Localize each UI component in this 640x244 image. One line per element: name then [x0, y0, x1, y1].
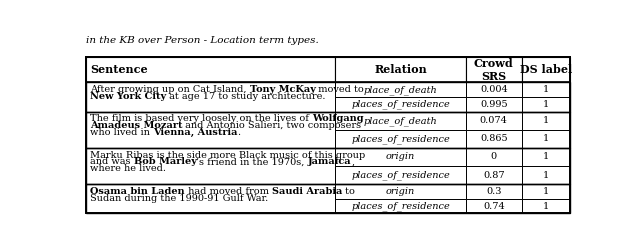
Text: Bob Marley: Bob Marley	[134, 157, 196, 166]
Text: 0: 0	[491, 152, 497, 162]
Text: After growing up on Cat Island,: After growing up on Cat Island,	[90, 85, 250, 94]
Bar	[466, 112, 522, 130]
Text: where he lived.: where he lived.	[90, 164, 166, 173]
Text: place_of_death: place_of_death	[364, 85, 438, 95]
Bar	[522, 112, 570, 130]
Bar	[466, 184, 522, 199]
Text: Sentence: Sentence	[90, 64, 148, 75]
Text: places_of_residence: places_of_residence	[351, 201, 450, 211]
Bar	[335, 112, 466, 130]
Bar	[335, 199, 466, 214]
Bar	[86, 148, 335, 184]
Bar	[466, 57, 522, 82]
Text: Tony McKay: Tony McKay	[250, 85, 316, 94]
Bar	[86, 57, 570, 82]
Bar	[522, 166, 570, 184]
Text: Relation: Relation	[374, 64, 427, 75]
Bar	[522, 130, 570, 148]
Text: 0.74: 0.74	[483, 202, 505, 211]
Bar	[466, 166, 522, 184]
Text: places_of_residence: places_of_residence	[351, 134, 450, 144]
Bar	[86, 82, 570, 112]
Text: had moved from: had moved from	[184, 187, 271, 196]
Text: and was: and was	[90, 157, 134, 166]
Bar	[522, 148, 570, 166]
Text: 1: 1	[543, 187, 549, 196]
Text: 1: 1	[543, 152, 549, 162]
Text: places_of_residence: places_of_residence	[351, 100, 450, 109]
Bar	[466, 130, 522, 148]
Text: DS label: DS label	[520, 64, 572, 75]
Bar	[86, 112, 570, 148]
Text: at age 17 to study architecture.: at age 17 to study architecture.	[166, 92, 326, 101]
Text: ,: ,	[351, 157, 355, 166]
Text: origin: origin	[386, 152, 415, 162]
Text: The film is based very loosely on the lives of: The film is based very loosely on the li…	[90, 114, 312, 123]
Bar	[86, 82, 335, 112]
Text: 0.865: 0.865	[480, 134, 508, 143]
Text: ’s friend in the 1970s,: ’s friend in the 1970s,	[196, 157, 308, 166]
Text: .: .	[237, 128, 241, 137]
Text: place_of_death: place_of_death	[364, 116, 438, 126]
Text: 0.3: 0.3	[486, 187, 502, 196]
Text: Marku Ribas is the side more Black music of this group: Marku Ribas is the side more Black music…	[90, 151, 365, 160]
Bar	[466, 199, 522, 214]
Text: 0.87: 0.87	[483, 171, 504, 180]
Bar	[335, 82, 466, 97]
Text: 0.995: 0.995	[480, 100, 508, 109]
Bar	[335, 97, 466, 112]
Text: 1: 1	[543, 116, 549, 125]
Bar	[335, 57, 466, 82]
Text: 1: 1	[543, 171, 549, 180]
Bar	[522, 82, 570, 97]
Bar	[522, 57, 570, 82]
Text: Amadeus Mozart: Amadeus Mozart	[90, 121, 182, 130]
Text: and Antonio Salieri, two composers: and Antonio Salieri, two composers	[182, 121, 362, 130]
Text: Osama bin Laden: Osama bin Laden	[90, 187, 184, 196]
Bar	[86, 184, 335, 214]
Bar	[86, 58, 570, 214]
Bar	[522, 199, 570, 214]
Bar	[335, 148, 466, 166]
Text: origin: origin	[386, 187, 415, 196]
Text: 1: 1	[543, 100, 549, 109]
Text: Wolfgang: Wolfgang	[312, 114, 364, 123]
Text: Saudi Arabia: Saudi Arabia	[271, 187, 342, 196]
Bar	[335, 130, 466, 148]
Text: Vienna, Austria: Vienna, Austria	[153, 128, 237, 137]
Bar	[86, 184, 570, 214]
Text: 0.074: 0.074	[480, 116, 508, 125]
Text: Crowd
SRS: Crowd SRS	[474, 58, 514, 82]
Text: 1: 1	[543, 85, 549, 94]
Text: moved to: moved to	[316, 85, 364, 94]
Bar	[466, 148, 522, 166]
Bar	[466, 97, 522, 112]
Bar	[522, 97, 570, 112]
Text: to: to	[342, 187, 355, 196]
Text: Jamaica: Jamaica	[308, 157, 351, 166]
Text: 1: 1	[543, 134, 549, 143]
Text: who lived in: who lived in	[90, 128, 153, 137]
Bar	[86, 57, 335, 82]
Text: places_of_residence: places_of_residence	[351, 170, 450, 180]
Bar	[335, 184, 466, 199]
Bar	[86, 112, 335, 148]
Text: New York City: New York City	[90, 92, 166, 101]
Text: in the KB over Person - Location term types.: in the KB over Person - Location term ty…	[86, 36, 319, 45]
Text: 0.004: 0.004	[480, 85, 508, 94]
Bar	[335, 166, 466, 184]
Bar	[466, 82, 522, 97]
Text: 1: 1	[543, 202, 549, 211]
Bar	[522, 184, 570, 199]
Text: Sudan during the 1990-91 Gulf War.: Sudan during the 1990-91 Gulf War.	[90, 194, 268, 203]
Bar	[86, 148, 570, 184]
